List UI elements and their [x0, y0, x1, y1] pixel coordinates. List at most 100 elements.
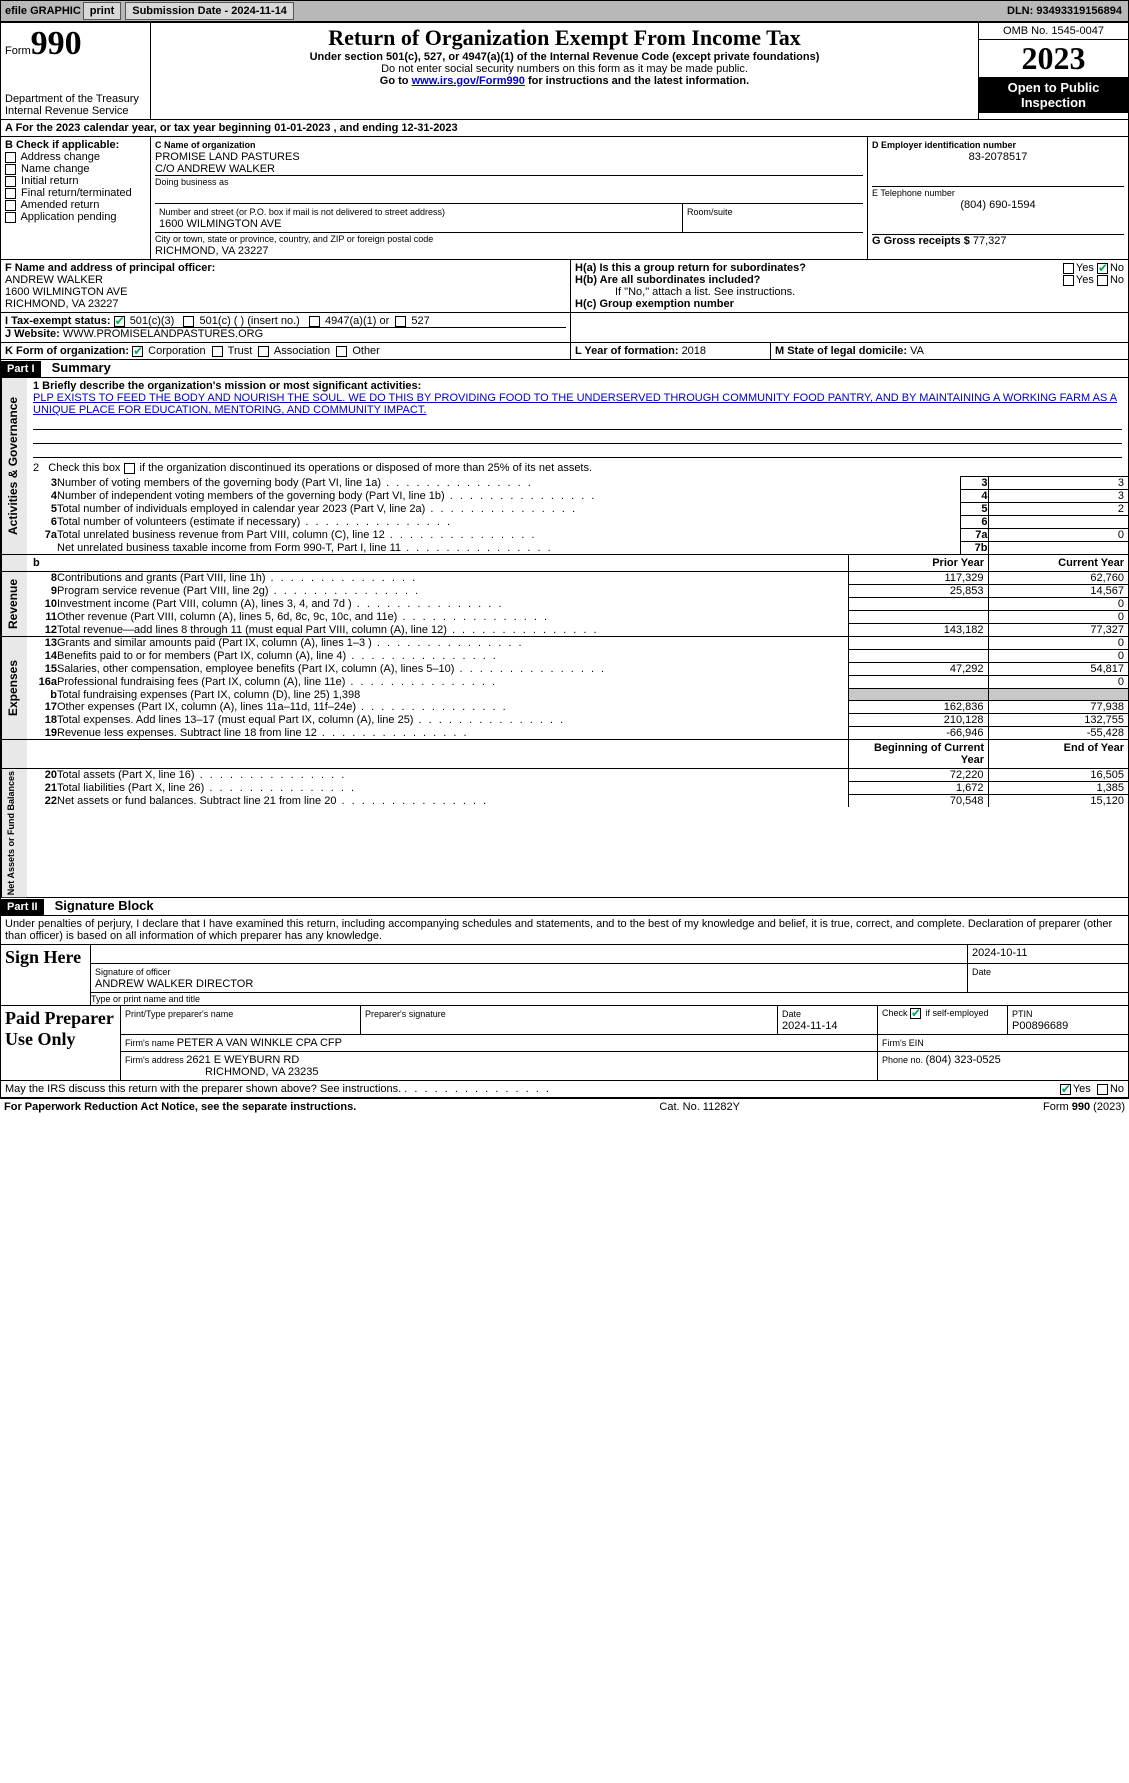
form-990: 990: [31, 25, 82, 62]
gross-receipts: 77,327: [973, 235, 1007, 247]
mission-text: PLP EXISTS TO FEED THE BODY AND NOURISH …: [33, 392, 1122, 416]
boxb-checkbox[interactable]: [5, 164, 16, 175]
org-name-1: PROMISE LAND PASTURES: [155, 151, 300, 163]
527-checkbox[interactable]: [395, 316, 406, 327]
discuss-row: May the IRS discuss this return with the…: [0, 1081, 1129, 1098]
4947-checkbox[interactable]: [309, 316, 320, 327]
top-toolbar: efile GRAPHIC print Submission Date - 20…: [0, 0, 1129, 22]
boxb-checkbox[interactable]: [5, 200, 16, 211]
dba-label: Doing business as: [155, 177, 229, 187]
begin-year-header: Beginning of Current Year: [848, 740, 988, 768]
prep-sig-label: Preparer's signature: [365, 1009, 446, 1019]
side-rev-label: Revenue: [1, 572, 27, 636]
hc-label: H(c) Group exemption number: [575, 298, 1124, 310]
period-row: A For the 2023 calendar year, or tax yea…: [0, 120, 1129, 137]
q2-checkbox[interactable]: [124, 463, 135, 474]
officer-city: RICHMOND, VA 23227: [5, 298, 119, 310]
hb-no-checkbox[interactable]: [1097, 275, 1108, 286]
firm-addr1: 2621 E WEYBURN RD: [186, 1054, 299, 1066]
irs-link[interactable]: www.irs.gov/Form990: [412, 75, 525, 87]
self-employed-checkbox[interactable]: [910, 1008, 921, 1019]
street-value: 1600 WILMINGTON AVE: [159, 218, 281, 230]
discuss-no-checkbox[interactable]: [1097, 1084, 1108, 1095]
form-footer: Form 990 (2023): [1043, 1101, 1125, 1113]
firm-ein-label: Firm's EIN: [882, 1038, 924, 1048]
trust-checkbox[interactable]: [212, 346, 223, 357]
boxb-checkbox[interactable]: [5, 176, 16, 187]
tax-year: 2023: [979, 40, 1128, 77]
expenses-section: Expenses 13 Grants and similar amounts p…: [0, 637, 1129, 740]
boxb-checkbox[interactable]: [5, 188, 16, 199]
paid-preparer-label: Paid Preparer Use Only: [1, 1006, 121, 1080]
box-c-name-label: C Name of organization: [155, 140, 256, 150]
goto-suffix: for instructions and the latest informat…: [528, 75, 749, 87]
b-row: b Prior Year Current Year: [0, 555, 1129, 572]
box-k-label: K Form of organization:: [5, 345, 129, 357]
phone-value: (804) 690-1594: [872, 199, 1124, 211]
side-na-label: Net Assets or Fund Balances: [1, 769, 27, 897]
box-m-label: M State of legal domicile:: [775, 345, 910, 357]
box-f-label: F Name and address of principal officer:: [5, 262, 215, 274]
date-label: Date: [972, 967, 991, 977]
ha-label: H(a) Is this a group return for subordin…: [575, 262, 806, 274]
part1-header: Part I Summary: [0, 360, 1129, 378]
period-mid: , and ending: [334, 122, 402, 134]
org-name-2: C/O ANDREW WALKER: [155, 163, 275, 175]
form-word: Form: [5, 45, 31, 57]
box-g-label: G Gross receipts $: [872, 235, 970, 247]
sig-officer-label: Signature of officer: [95, 967, 170, 977]
501c-checkbox[interactable]: [183, 316, 194, 327]
submission-date-button[interactable]: Submission Date - 2024-11-14: [125, 2, 294, 20]
discuss-yes-checkbox[interactable]: [1060, 1084, 1071, 1095]
q1-label: 1 Briefly describe the organization's mi…: [33, 380, 1122, 392]
other-checkbox[interactable]: [336, 346, 347, 357]
efile-label: efile GRAPHIC: [5, 5, 81, 17]
part2-tag: Part II: [1, 899, 44, 915]
ha-no-checkbox[interactable]: [1097, 263, 1108, 274]
open-inspection: Open to Public Inspection: [979, 77, 1128, 113]
city-value: RICHMOND, VA 23227: [155, 245, 269, 257]
assoc-checkbox[interactable]: [258, 346, 269, 357]
boxb-checkbox[interactable]: [5, 212, 16, 223]
boxb-checkbox[interactable]: [5, 152, 16, 163]
entity-block: B Check if applicable: Address change Na…: [0, 137, 1129, 260]
form-title: Return of Organization Exempt From Incom…: [155, 25, 974, 51]
part1-tag: Part I: [1, 361, 41, 377]
irs-label: Internal Revenue Service: [5, 105, 146, 117]
city-label: City or town, state or province, country…: [155, 234, 433, 244]
box-j-label: J Website:: [5, 328, 63, 340]
period-begin: 01-01-2023: [274, 122, 330, 134]
prior-year-header: Prior Year: [848, 555, 988, 571]
prep-date: 2024-11-14: [782, 1020, 837, 1032]
501c3-checkbox[interactable]: [114, 316, 125, 327]
dln-label: DLN: 93493319156894: [1007, 5, 1122, 17]
ha-yes-checkbox[interactable]: [1063, 263, 1074, 274]
footer: For Paperwork Reduction Act Notice, see …: [0, 1098, 1129, 1115]
firm-addr2: RICHMOND, VA 23235: [125, 1066, 319, 1078]
part2-header: Part II Signature Block: [0, 898, 1129, 916]
print-type-label: Print/Type preparer's name: [125, 1009, 233, 1019]
box-e-label: E Telephone number: [872, 188, 955, 198]
officer-block: F Name and address of principal officer:…: [0, 260, 1129, 313]
hb-label: H(b) Are all subordinates included?: [575, 274, 760, 286]
period-end: 12-31-2023: [401, 122, 457, 134]
print-button[interactable]: print: [83, 2, 121, 20]
corp-checkbox[interactable]: [132, 346, 143, 357]
cat-no: Cat. No. 11282Y: [659, 1101, 740, 1113]
side-exp-label: Expenses: [1, 637, 27, 739]
hb-yes-checkbox[interactable]: [1063, 275, 1074, 286]
firm-name: PETER A VAN WINKLE CPA CFP: [177, 1037, 342, 1049]
klm-row: K Form of organization: Corporation Trus…: [0, 343, 1129, 360]
end-year-header: End of Year: [988, 740, 1128, 768]
ssn-note: Do not enter social security numbers on …: [155, 63, 974, 75]
part1-title: Summary: [44, 360, 111, 375]
omb-number: OMB No. 1545-0047: [979, 23, 1128, 40]
firm-phone: (804) 323-0525: [926, 1054, 1001, 1066]
box-d-label: D Employer identification number: [872, 140, 1016, 150]
activities-governance: Activities & Governance 1 Briefly descri…: [0, 378, 1129, 555]
officer-signed-name: ANDREW WALKER DIRECTOR: [95, 978, 253, 990]
ptin-value: P00896689: [1012, 1020, 1068, 1032]
period-prefix: A For the 2023 calendar year, or tax yea…: [5, 122, 274, 134]
net-assets-section: Net Assets or Fund Balances 20 Total ass…: [0, 769, 1129, 898]
na-header-row: Beginning of Current Year End of Year: [0, 740, 1129, 769]
